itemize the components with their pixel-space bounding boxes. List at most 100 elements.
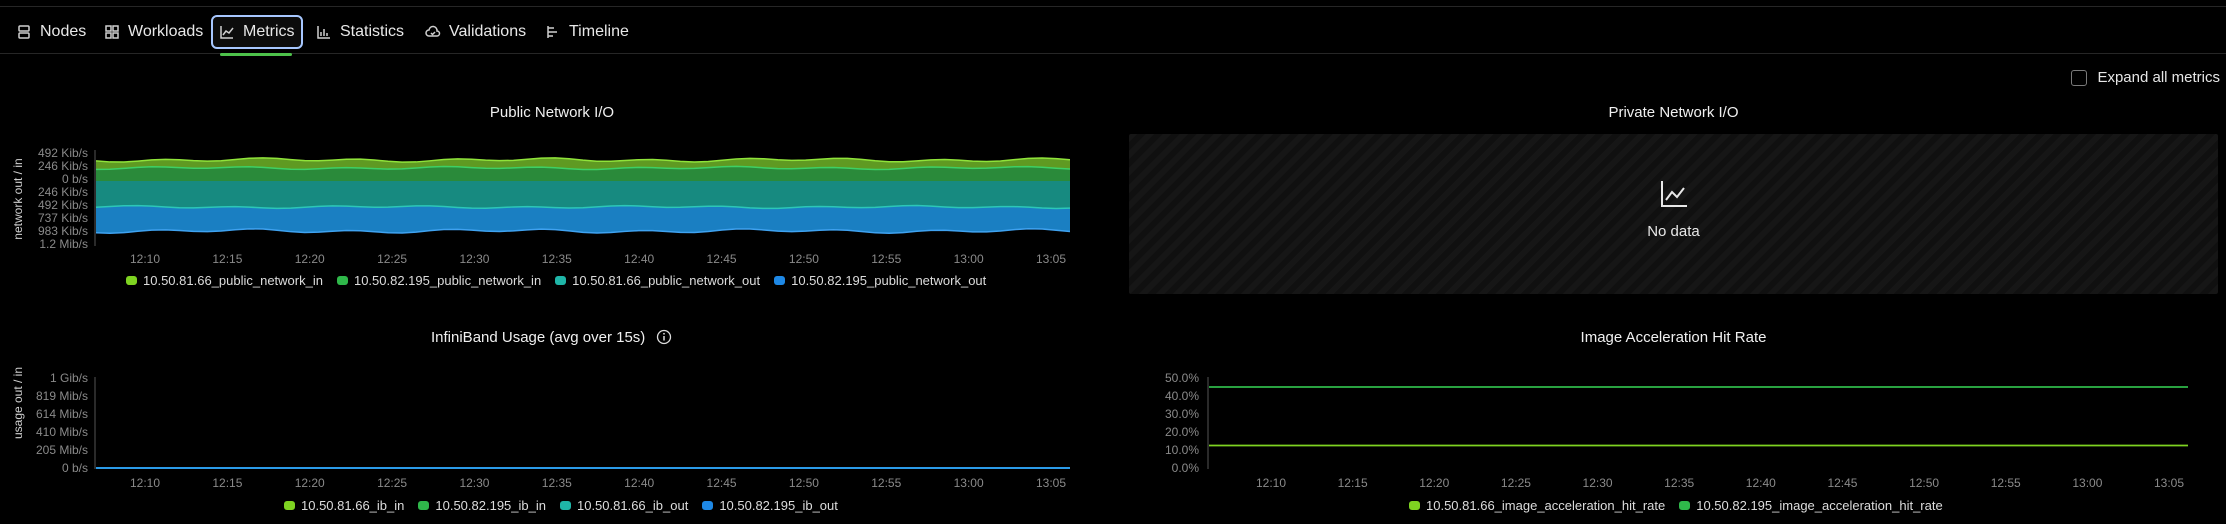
tab-workloads-label: Workloads: [128, 23, 204, 40]
x-tick-label: 12:25: [377, 252, 408, 266]
x-tick-label: 12:35: [541, 476, 572, 490]
legend-label: 10.50.82.195_public_network_in: [353, 273, 542, 288]
legend-item[interactable]: 10.50.81.66_image_acceleration_hit_rate: [1409, 498, 1665, 513]
tab-statistics-label: Statistics: [340, 23, 405, 40]
legend-item[interactable]: 10.50.81.66_public_network_in: [126, 273, 323, 288]
tab-validations[interactable]: Validations: [419, 15, 532, 49]
series-area-82-195-public-network-out: [96, 205, 1070, 234]
image-acceleration-title: Image Acceleration Hit Rate: [1580, 329, 1767, 346]
legend-label: 10.50.81.66_ib_in: [301, 498, 405, 513]
legend-item[interactable]: 10.50.81.66_ib_out: [559, 498, 689, 513]
x-tick-label: 12:20: [1419, 476, 1450, 490]
expand-all-checkbox[interactable]: [2071, 69, 2088, 86]
expand-all-metrics[interactable]: Expand all metrics: [2071, 69, 2220, 86]
series-line-82-195-public-network-out: [95, 227, 1070, 235]
y-tick-label: 50.0%: [1164, 371, 1199, 385]
x-tick-label: 12:50: [788, 252, 819, 266]
x-tick-label: 12:40: [1745, 476, 1776, 490]
legend-item[interactable]: 10.50.82.195_ib_out: [702, 498, 838, 513]
y-tick-label: 0 b/s: [61, 461, 88, 475]
public-network-title: Public Network I/O: [489, 104, 615, 121]
legend-label: 10.50.81.66_public_network_in: [143, 273, 323, 288]
legend-label: 10.50.81.66_public_network_out: [572, 273, 761, 288]
x-tick-label: 12:55: [1990, 476, 2021, 490]
x-tick-label: 12:20: [294, 476, 325, 490]
y-tick-label: 492 Kib/s: [37, 146, 88, 160]
tab-nodes-label: Nodes: [40, 23, 87, 40]
x-tick-label: 13:05: [1035, 252, 1067, 266]
statistics-icon: [317, 26, 330, 39]
x-tick-label: 12:25: [1500, 476, 1531, 490]
x-tick-label: 12:55: [871, 252, 902, 266]
legend-item[interactable]: 10.50.81.66_ib_in: [284, 498, 404, 513]
infiniband-legend: 10.50.81.66_ib_in 10.50.82.195_ib_in 10.…: [284, 498, 838, 513]
tab-statistics[interactable]: Statistics: [310, 15, 410, 49]
series-line-81-66-public-network-out: [95, 204, 1070, 210]
private-network-title: Private Network I/O: [1608, 104, 1739, 121]
x-tick-label: 12:50: [1909, 476, 1940, 490]
infiniband-chart: [94, 377, 1070, 469]
x-tick-label: 12:45: [706, 476, 737, 490]
tab-workloads[interactable]: Workloads: [98, 15, 209, 49]
x-tick-label: 12:55: [871, 476, 902, 490]
x-tick-label: 12:35: [541, 252, 572, 266]
legend-item[interactable]: 10.50.82.195_public_network_in: [336, 273, 542, 288]
y-tick-label: 246 Kib/s: [37, 185, 88, 199]
legend-label: 10.50.82.195_image_acceleration_hit_rate: [1696, 498, 1943, 513]
x-tick-label: 12:45: [1827, 476, 1858, 490]
y-tick-label: 1 Gib/s: [49, 371, 88, 385]
y-tick-label: 1.2 Mib/s: [39, 237, 88, 251]
x-tick-label: 13:00: [953, 252, 984, 266]
legend-label: 10.50.82.195_ib_out: [719, 498, 838, 513]
info-icon[interactable]: [656, 329, 672, 345]
y-tick-label: 40.0%: [1164, 389, 1199, 403]
x-tick-label: 12:30: [1582, 476, 1613, 490]
legend-label: 10.50.82.195_public_network_out: [791, 273, 987, 288]
tab-metrics[interactable]: Metrics: [211, 15, 303, 49]
timeline-icon: [547, 26, 557, 38]
series-line-81-66-public-network-in: [95, 157, 1070, 163]
y-tick-label: 819 Mib/s: [35, 389, 88, 403]
y-tick-label: 492 Kib/s: [37, 198, 88, 212]
x-tick-label: 12:15: [1337, 476, 1368, 490]
tab-metrics-label: Metrics: [243, 23, 295, 40]
x-tick-label: 12:20: [294, 252, 325, 266]
private-network-no-data-panel: No data: [1129, 134, 2218, 294]
legend-item[interactable]: 10.50.82.195_image_acceleration_hit_rate: [1679, 498, 1943, 513]
y-tick-label: 0 b/s: [61, 172, 88, 186]
public-network-legend: 10.50.81.66_public_network_in 10.50.82.1…: [126, 273, 986, 288]
tab-bar: Nodes Workloads Metrics Statistics Valid…: [0, 10, 2226, 54]
public-network-chart: [94, 150, 1070, 246]
x-tick-label: 12:10: [129, 252, 161, 266]
nodes-icon: [18, 25, 30, 39]
x-tick-label: 12:40: [624, 252, 655, 266]
x-tick-label: 12:35: [1664, 476, 1695, 490]
expand-all-label: Expand all metrics: [2097, 69, 2220, 86]
series-area-82-195-public-network-in: [96, 166, 1070, 181]
x-tick-label: 12:30: [459, 476, 490, 490]
x-tick-label: 12:15: [212, 476, 243, 490]
infiniband-title: InfiniBand Usage (avg over 15s): [431, 329, 646, 346]
x-tick-label: 12:15: [212, 252, 243, 266]
x-tick-label: 13:00: [953, 476, 984, 490]
tab-timeline-label: Timeline: [569, 23, 629, 40]
legend-label: 10.50.81.66_ib_out: [576, 498, 689, 513]
legend-item[interactable]: 10.50.82.195_public_network_out: [774, 273, 986, 288]
active-tab-indicator: [220, 53, 292, 56]
top-divider: [0, 6, 2226, 7]
x-tick-label: 12:40: [624, 476, 655, 490]
tab-validations-label: Validations: [449, 23, 527, 40]
x-tick-label: 12:50: [788, 476, 819, 490]
legend-item[interactable]: 10.50.82.195_ib_in: [418, 498, 546, 513]
tab-timeline[interactable]: Timeline: [539, 15, 635, 49]
x-tick-label: 13:00: [2072, 476, 2103, 490]
legend-label: 10.50.82.195_ib_in: [435, 498, 546, 513]
tab-nodes[interactable]: Nodes: [10, 15, 92, 49]
y-tick-label: 20.0%: [1164, 425, 1199, 439]
y-tick-label: 10.0%: [1164, 443, 1199, 457]
legend-item[interactable]: 10.50.81.66_public_network_out: [555, 273, 760, 288]
x-tick-label: 12:10: [1255, 476, 1287, 490]
series-area-81-66-public-network-in: [96, 157, 1070, 170]
y-tick-label: 205 Mib/s: [35, 443, 88, 457]
validations-icon: [425, 25, 441, 37]
